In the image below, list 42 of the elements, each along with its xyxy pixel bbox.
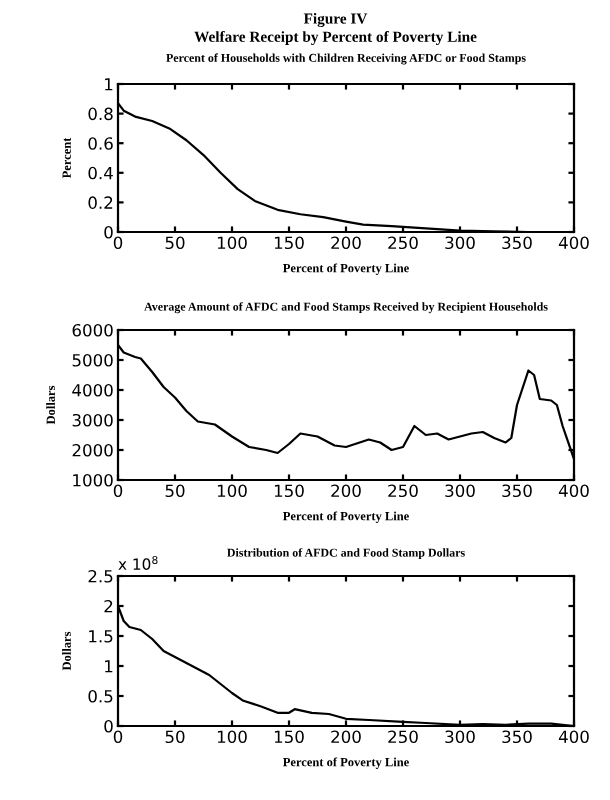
x-tick-label: 50 xyxy=(165,730,185,744)
x-tick-label: 350 xyxy=(502,236,532,250)
x-tick-label: 350 xyxy=(502,730,532,744)
x-tick-label: 250 xyxy=(388,730,418,744)
x-tick-label: 200 xyxy=(331,484,361,498)
x-tick-label: 400 xyxy=(558,484,589,498)
x-tick-label: 250 xyxy=(388,484,418,498)
y-tick-label: 0 xyxy=(104,225,113,239)
x-tick-label: 150 xyxy=(274,236,304,250)
y-tick-label: 2.5 xyxy=(88,569,113,583)
y-tick-label: 5000 xyxy=(72,353,113,367)
x-tick-label: 100 xyxy=(217,236,247,250)
x-tick-label: 100 xyxy=(217,730,247,744)
x-tick-label: 350 xyxy=(502,484,532,498)
x-tick-label: 300 xyxy=(445,730,475,744)
x-tick-label: 150 xyxy=(274,484,304,498)
x-tick-label: 200 xyxy=(331,730,361,744)
y-tick-label: 3000 xyxy=(72,413,113,427)
y-tick-label: 0 xyxy=(104,719,113,733)
x-tick-label: 400 xyxy=(558,730,589,744)
y-tick-label: 4000 xyxy=(72,383,113,397)
x-tick-label: 300 xyxy=(445,236,475,250)
y-tick-label: 0.8 xyxy=(88,107,113,121)
x-tick-label: 250 xyxy=(388,236,418,250)
x-tick-label: 200 xyxy=(331,236,361,250)
y-tick-label: 1 xyxy=(105,78,113,91)
y-tick-label: 1000 xyxy=(73,473,113,487)
x-tick-label: 400 xyxy=(558,236,589,250)
y-tick-label: 1.5 xyxy=(89,630,113,643)
y-tick-label: 2 xyxy=(104,599,113,613)
y-tick-label: 0.5 xyxy=(88,689,113,703)
x-tick-label: 100 xyxy=(217,484,247,498)
y-tick-label: 6000 xyxy=(72,323,113,337)
x-tick-label: 50 xyxy=(165,484,185,498)
x-tick-label: 50 xyxy=(165,236,185,250)
x-tick-label: 300 xyxy=(445,484,475,498)
y-tick-label: 0.4 xyxy=(88,166,113,180)
y-tick-label: 1 xyxy=(105,660,113,673)
y-tick-label: 0.2 xyxy=(88,196,113,209)
y-tick-label: 2000 xyxy=(72,443,113,457)
y-tick-label: 0.6 xyxy=(88,137,113,150)
x-tick-label: 150 xyxy=(274,730,304,744)
